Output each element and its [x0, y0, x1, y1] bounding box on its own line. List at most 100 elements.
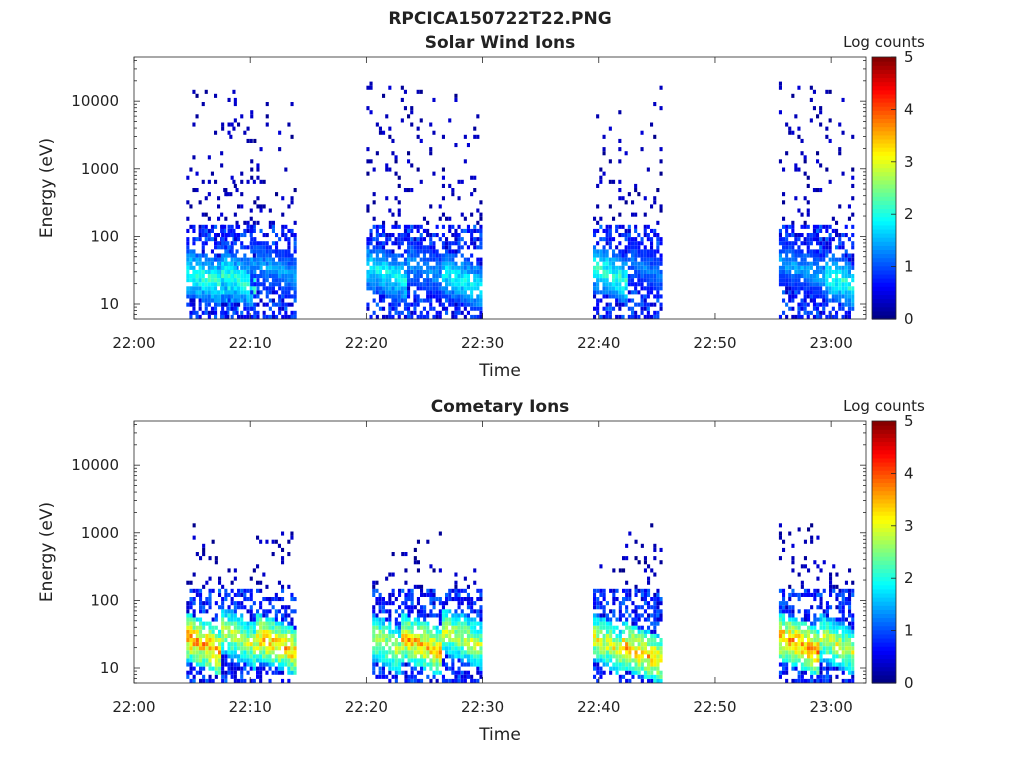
count-cell [810, 674, 814, 679]
count-cell [797, 629, 801, 634]
count-cell [454, 269, 458, 274]
count-cell [429, 638, 433, 643]
count-cell [243, 269, 247, 274]
count-cell [653, 601, 657, 606]
count-cell [812, 106, 816, 111]
count-cell [460, 253, 464, 258]
count-cell [378, 130, 382, 135]
count-cell [435, 314, 439, 319]
count-cell [841, 286, 845, 291]
count-cell [605, 621, 609, 626]
count-cell [470, 253, 474, 258]
count-cell [208, 625, 212, 630]
count-cell [454, 588, 458, 593]
count-cell [809, 286, 813, 291]
count-cell [476, 666, 480, 671]
count-cell [463, 302, 467, 307]
count-cell [391, 224, 395, 229]
count-cell [391, 151, 395, 156]
count-cell [797, 167, 801, 172]
count-cell [250, 245, 254, 250]
count-cell [785, 621, 789, 626]
count-cell [416, 89, 420, 94]
count-cell [637, 282, 641, 287]
count-cell [631, 241, 635, 246]
count-cell [803, 302, 807, 307]
count-cell [819, 253, 823, 258]
count-cell [284, 310, 288, 315]
count-cell [246, 650, 250, 655]
count-cell [599, 650, 603, 655]
count-cell [208, 629, 212, 634]
count-cell [375, 233, 379, 238]
count-cell [816, 114, 820, 119]
colorbar-swatch [872, 437, 896, 443]
colorbar-frame [871, 56, 897, 320]
count-cell [800, 654, 804, 659]
count-cell [794, 621, 798, 626]
count-cell [602, 670, 606, 675]
count-cell [397, 298, 401, 303]
count-cell [271, 220, 275, 225]
count-cell [275, 192, 279, 197]
count-cell [445, 646, 449, 651]
count-cell [432, 294, 436, 299]
count-cell [397, 208, 401, 213]
count-cell [394, 241, 398, 246]
count-cell [612, 306, 616, 311]
count-cell [825, 286, 829, 291]
count-cell [819, 241, 823, 246]
count-cell [593, 617, 597, 622]
count-cell [189, 265, 193, 270]
count-cell [794, 196, 798, 201]
count-cell [281, 638, 285, 643]
count-cell [794, 253, 798, 258]
count-cell [432, 654, 436, 659]
colorbar-swatch [872, 228, 896, 234]
count-cell [803, 290, 807, 295]
count-cell [407, 245, 411, 250]
count-cell [281, 678, 285, 683]
count-cell [186, 650, 190, 655]
count-cell [476, 613, 480, 618]
count-cell [803, 588, 807, 593]
count-cell [812, 249, 816, 254]
count-cell [479, 282, 483, 287]
count-cell [226, 314, 230, 319]
count-cell [448, 118, 452, 123]
count-cell [407, 306, 411, 311]
count-cell [825, 605, 829, 610]
count-cell [278, 253, 282, 258]
count-cell [423, 625, 427, 630]
count-cell [201, 294, 205, 299]
count-cell [227, 278, 231, 283]
colorbar-swatch [872, 122, 896, 128]
count-cell [438, 274, 442, 279]
count-cell [372, 310, 376, 315]
count-cell [394, 282, 398, 287]
count-cell [596, 286, 600, 291]
count-cell [829, 605, 833, 610]
count-cell [435, 298, 439, 303]
count-cell [838, 638, 842, 643]
count-cell [205, 658, 209, 663]
count-cell [659, 613, 663, 618]
count-cell [250, 175, 254, 180]
count-cell [237, 298, 241, 303]
count-cell [822, 560, 826, 565]
count-cell [287, 314, 291, 319]
count-cell [429, 613, 433, 618]
count-cell [788, 130, 792, 135]
count-cell [240, 625, 244, 630]
count-cell [473, 269, 477, 274]
count-cell [221, 597, 225, 602]
count-cell [473, 678, 477, 683]
count-cell [382, 224, 386, 229]
count-cell [413, 249, 417, 254]
count-cell [413, 237, 417, 242]
count-cell [634, 286, 638, 291]
count-cell [835, 269, 839, 274]
count-cell [217, 196, 221, 201]
count-cell [221, 257, 225, 262]
count-cell [813, 629, 817, 634]
